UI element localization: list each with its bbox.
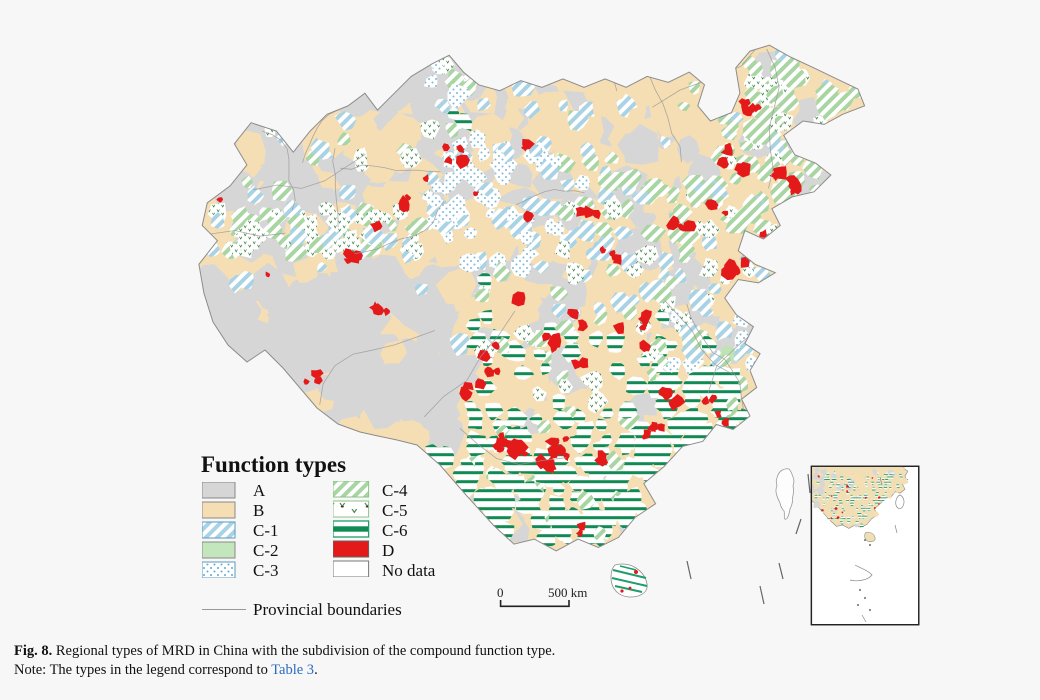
svg-text:500 km: 500 km bbox=[548, 585, 587, 600]
svg-text:0: 0 bbox=[497, 585, 504, 600]
